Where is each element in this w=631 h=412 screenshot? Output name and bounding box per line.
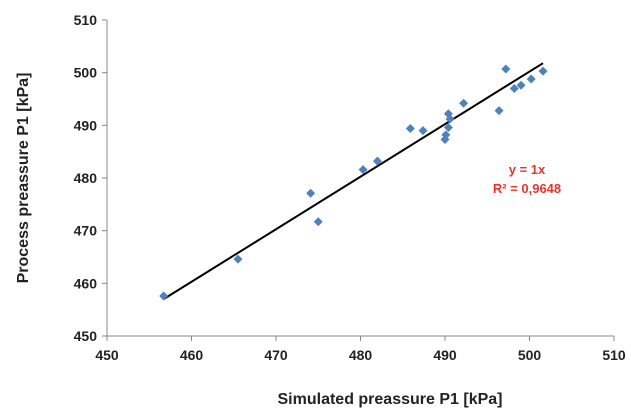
data-point <box>459 98 469 108</box>
x-axis-title: Simulated preassure P1 [kPa] <box>278 391 503 408</box>
data-point <box>405 123 415 133</box>
data-point <box>526 74 536 84</box>
data-point <box>306 188 316 198</box>
y-tick-label: 450 <box>74 328 98 344</box>
data-point <box>445 114 455 124</box>
data-point <box>313 217 323 227</box>
data-point <box>441 130 451 140</box>
x-tick-label: 460 <box>180 347 204 363</box>
x-tick-label: 480 <box>349 347 373 363</box>
y-tick-label: 480 <box>74 170 98 186</box>
x-tick-label: 510 <box>602 347 626 363</box>
data-point <box>372 156 382 166</box>
data-point <box>516 80 526 90</box>
x-tick-label: 490 <box>433 347 457 363</box>
data-point <box>159 291 169 301</box>
data-point <box>538 66 548 76</box>
y-tick-label: 470 <box>74 223 98 239</box>
x-tick-label: 470 <box>264 347 288 363</box>
y-tick-label: 490 <box>74 117 98 133</box>
x-tick-label: 500 <box>518 347 542 363</box>
y-tick-label: 500 <box>74 65 98 81</box>
trendline <box>163 62 544 300</box>
data-point <box>509 83 519 93</box>
data-points <box>159 64 548 301</box>
data-point <box>418 126 428 136</box>
data-point <box>494 106 504 116</box>
data-point <box>443 122 453 132</box>
y-tick-label: 460 <box>74 275 98 291</box>
trendline-equation: y = 1x <box>509 162 546 177</box>
data-point <box>501 64 511 74</box>
y-axis-tick-labels: 450 460 470 480 490 500 510 <box>74 12 107 344</box>
data-point <box>233 254 243 264</box>
trendline-r-squared: R² = 0,9648 <box>493 181 561 196</box>
x-axis-tick-labels: 450 460 470 480 490 500 510 <box>95 336 626 363</box>
y-axis-title: Process preassure P1 [kPa] <box>15 73 32 284</box>
y-tick-label: 510 <box>74 12 98 28</box>
data-point <box>358 165 368 175</box>
trendline-group <box>163 62 544 300</box>
x-tick-label: 450 <box>95 347 119 363</box>
